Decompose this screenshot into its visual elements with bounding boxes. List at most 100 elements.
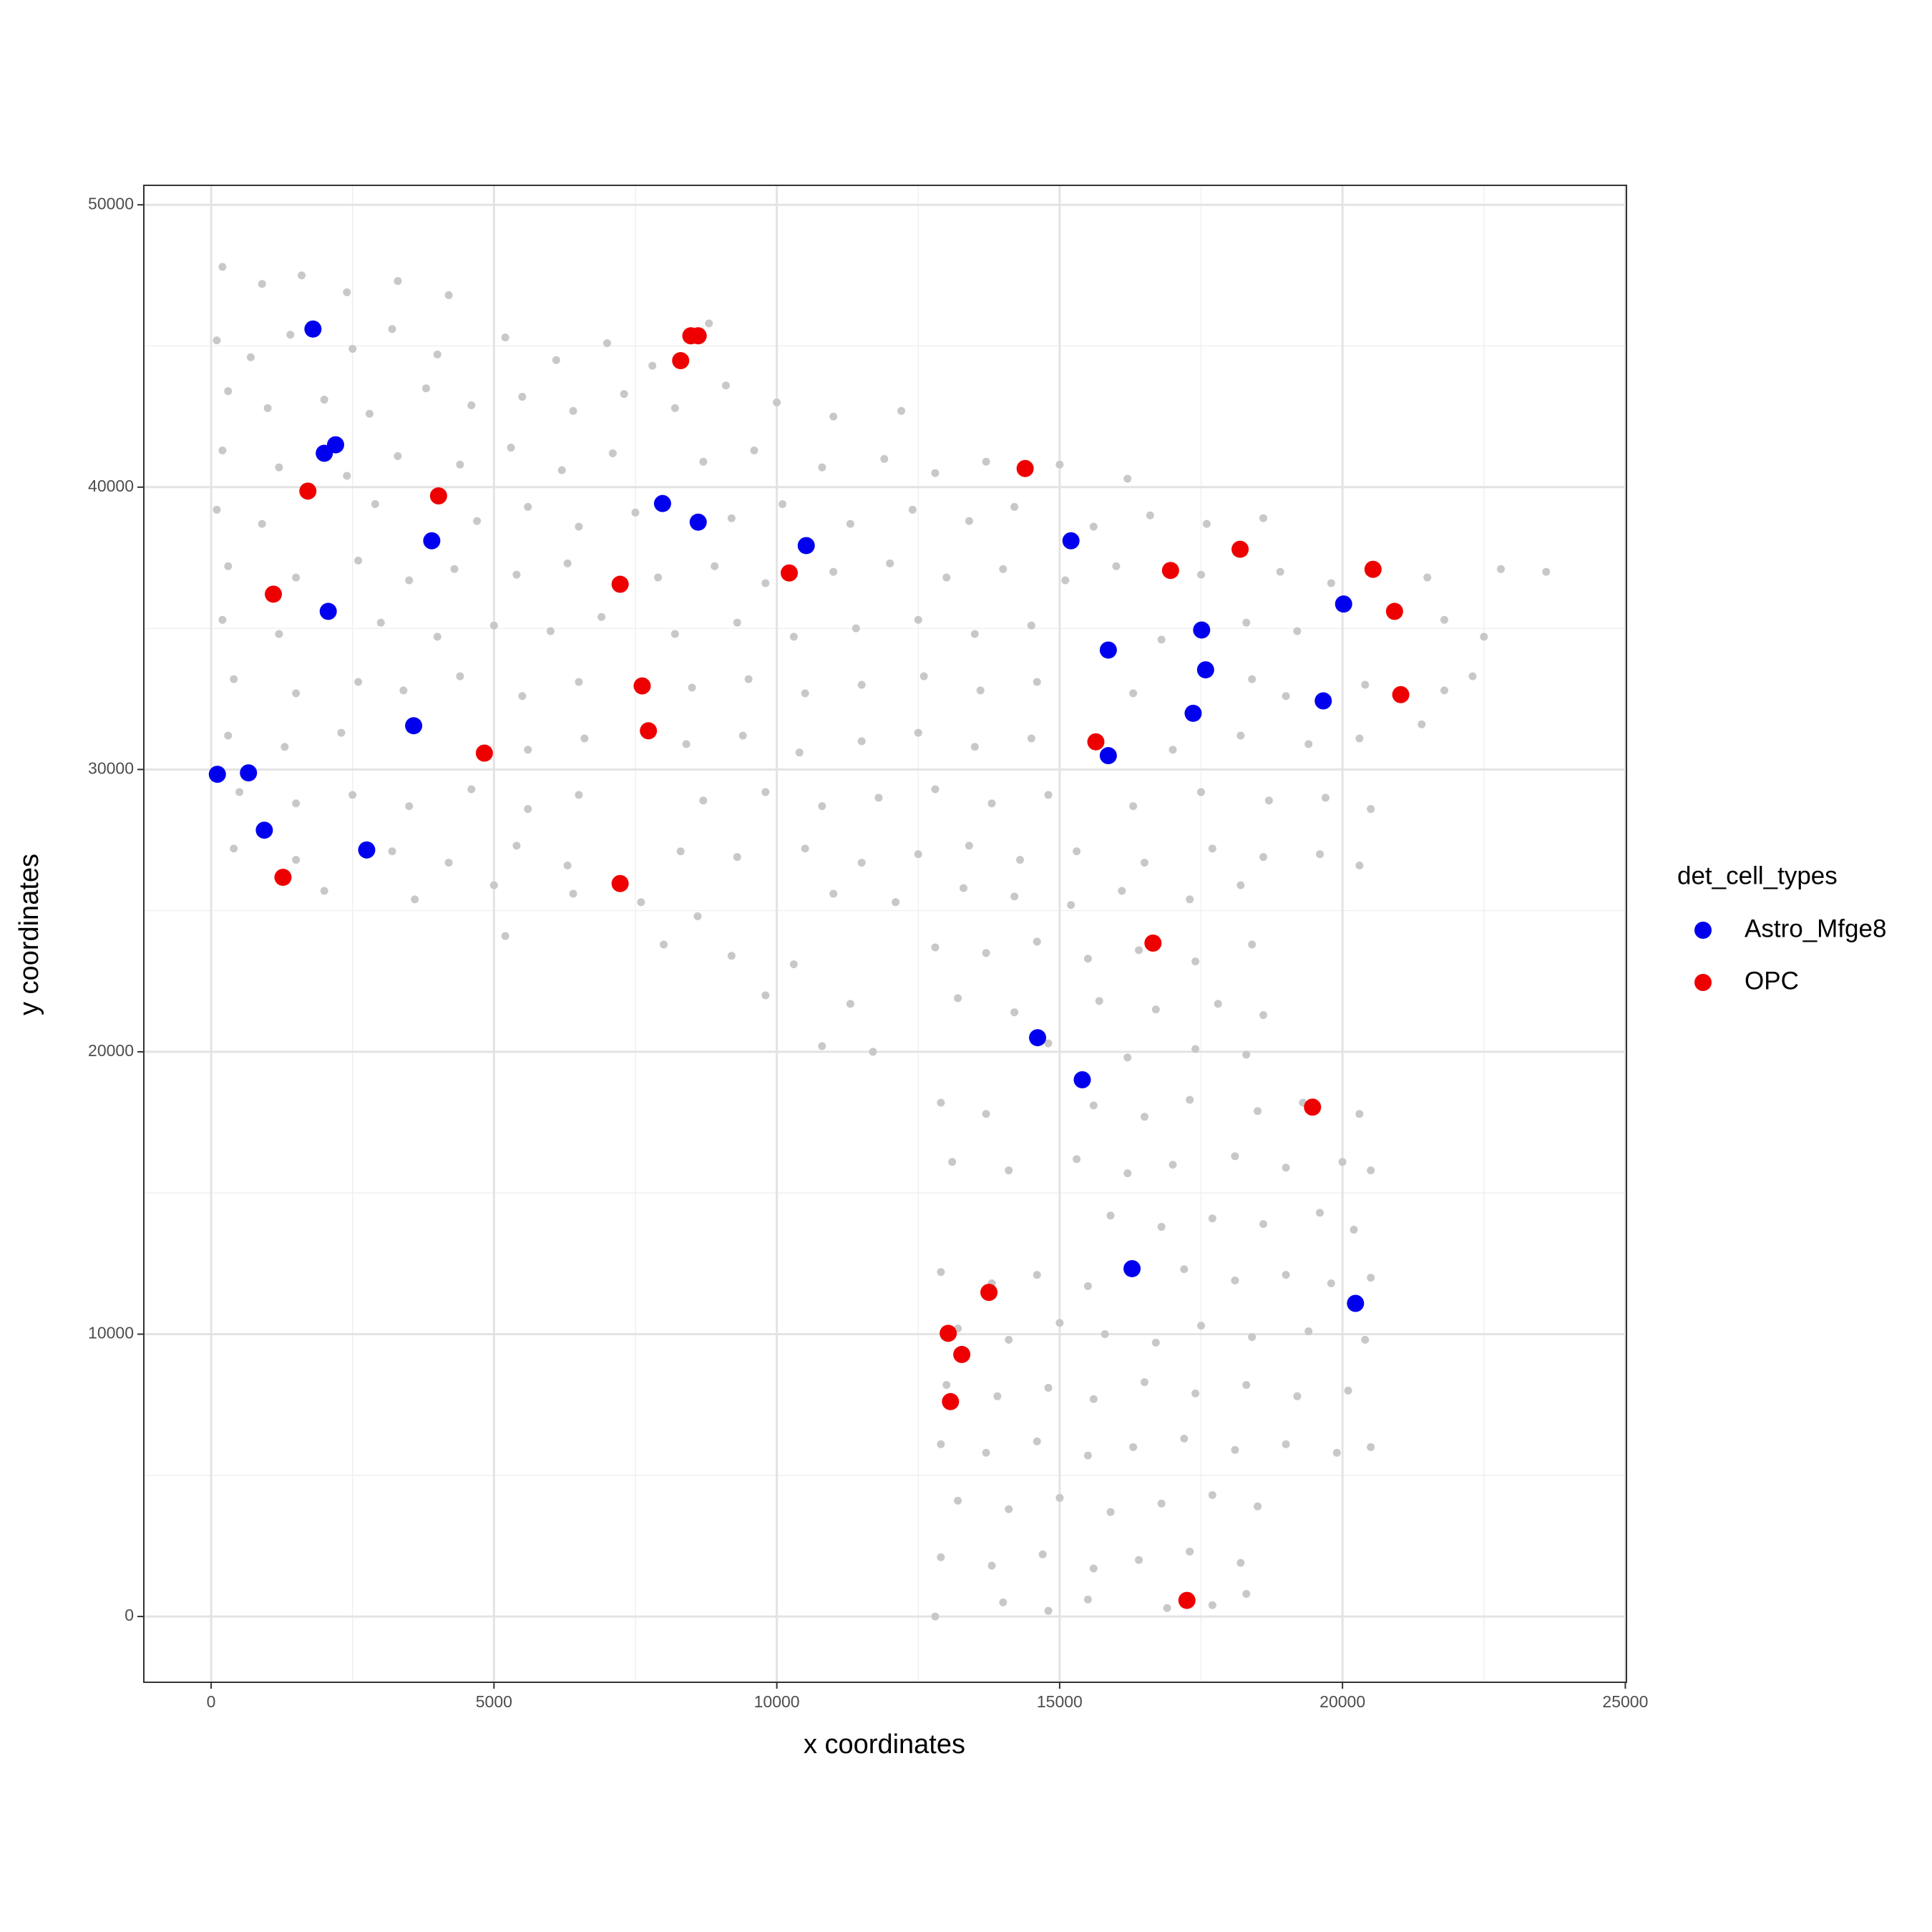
background-cell <box>1214 1000 1222 1008</box>
background-cell <box>1440 615 1448 624</box>
background-cell <box>1293 1392 1302 1400</box>
cell-point <box>1392 686 1410 703</box>
cell-point <box>1364 560 1382 578</box>
background-cell <box>1186 1096 1194 1104</box>
background-cell <box>1089 1101 1098 1110</box>
background-cell <box>456 460 464 469</box>
cell-point <box>689 327 707 345</box>
background-cell <box>1106 1508 1115 1516</box>
background-cell <box>1083 1451 1092 1460</box>
background-cell <box>1010 892 1019 901</box>
background-cell <box>869 1048 877 1056</box>
background-cell <box>1332 1448 1341 1457</box>
background-cell <box>1129 802 1138 811</box>
cell-point <box>942 1392 960 1410</box>
cell-point <box>1335 595 1352 613</box>
cell-point <box>319 602 337 620</box>
background-cell <box>1169 746 1177 754</box>
background-cell <box>1231 1277 1239 1285</box>
cell-point <box>1123 1259 1141 1277</box>
background-cell <box>213 336 221 345</box>
background-cell <box>1316 850 1324 859</box>
cell-point <box>304 320 322 338</box>
background-cell <box>744 675 753 683</box>
background-cell <box>897 406 906 415</box>
background-cell <box>524 502 532 511</box>
background-cell <box>1361 1335 1370 1344</box>
cell-point <box>1073 1070 1091 1088</box>
background-cell <box>1106 1211 1115 1220</box>
background-cell <box>976 686 985 695</box>
background-cell <box>970 630 979 638</box>
background-cell <box>931 1612 940 1621</box>
background-cell <box>1236 731 1245 740</box>
background-cell <box>1259 1011 1267 1020</box>
background-cell <box>937 1553 945 1561</box>
cell-point <box>1184 704 1202 722</box>
background-cell <box>1033 678 1041 686</box>
cell-point <box>980 1284 998 1302</box>
legend-marker <box>1694 974 1712 991</box>
background-cell <box>1338 1158 1347 1166</box>
background-cell <box>218 615 227 624</box>
background-cell <box>1157 1223 1166 1231</box>
background-cell <box>829 567 838 576</box>
background-cell <box>1180 1434 1189 1443</box>
background-cell <box>682 740 691 748</box>
background-cell <box>1191 1045 1200 1053</box>
background-cell <box>275 463 283 472</box>
background-cell <box>575 678 583 686</box>
cell-point <box>326 436 344 454</box>
background-cell <box>1186 895 1194 904</box>
background-cell <box>1197 788 1206 796</box>
background-cell <box>1083 955 1092 963</box>
background-cell <box>846 519 854 528</box>
background-cell <box>1282 692 1290 701</box>
background-cell <box>801 689 809 698</box>
background-cell <box>512 841 521 850</box>
background-cell <box>1355 862 1364 870</box>
background-cell <box>1089 522 1098 531</box>
background-cell <box>230 675 238 683</box>
background-cell <box>1242 1381 1251 1390</box>
background-cell <box>1083 1595 1092 1604</box>
background-cell <box>433 633 441 641</box>
background-cell <box>999 565 1008 573</box>
background-cell <box>421 384 430 393</box>
background-cell <box>908 505 917 514</box>
background-cell <box>258 280 266 288</box>
cell-point <box>1385 602 1403 620</box>
background-cell <box>501 932 509 940</box>
background-cell <box>224 731 233 740</box>
cell-point <box>640 722 658 740</box>
background-cell <box>292 799 301 808</box>
background-cell <box>1282 1440 1290 1448</box>
background-cell <box>711 562 719 570</box>
background-cell <box>1135 1556 1143 1564</box>
cell-point <box>358 841 376 859</box>
background-cell <box>631 508 640 517</box>
background-cell <box>1242 618 1251 627</box>
background-cell <box>965 841 973 850</box>
background-cell <box>857 859 866 867</box>
background-cell <box>1044 1383 1053 1392</box>
background-cell <box>1073 1155 1081 1163</box>
cell-point <box>672 352 690 370</box>
background-cell <box>394 277 402 286</box>
background-cell <box>433 350 441 358</box>
background-cell <box>1157 1499 1166 1508</box>
x-tick-label: 15000 <box>1037 1692 1083 1711</box>
cell-point <box>255 821 273 839</box>
background-cell <box>343 288 351 297</box>
background-cell <box>507 444 515 452</box>
background-cell <box>569 889 577 898</box>
background-cell <box>1304 1327 1313 1336</box>
background-cell <box>444 291 453 299</box>
background-cell <box>518 393 527 401</box>
background-cell <box>1321 794 1330 802</box>
background-cell <box>1033 1271 1041 1279</box>
legend-marker <box>1694 922 1712 939</box>
background-cell <box>829 889 838 898</box>
background-cell <box>648 361 657 370</box>
background-cell <box>602 339 611 348</box>
